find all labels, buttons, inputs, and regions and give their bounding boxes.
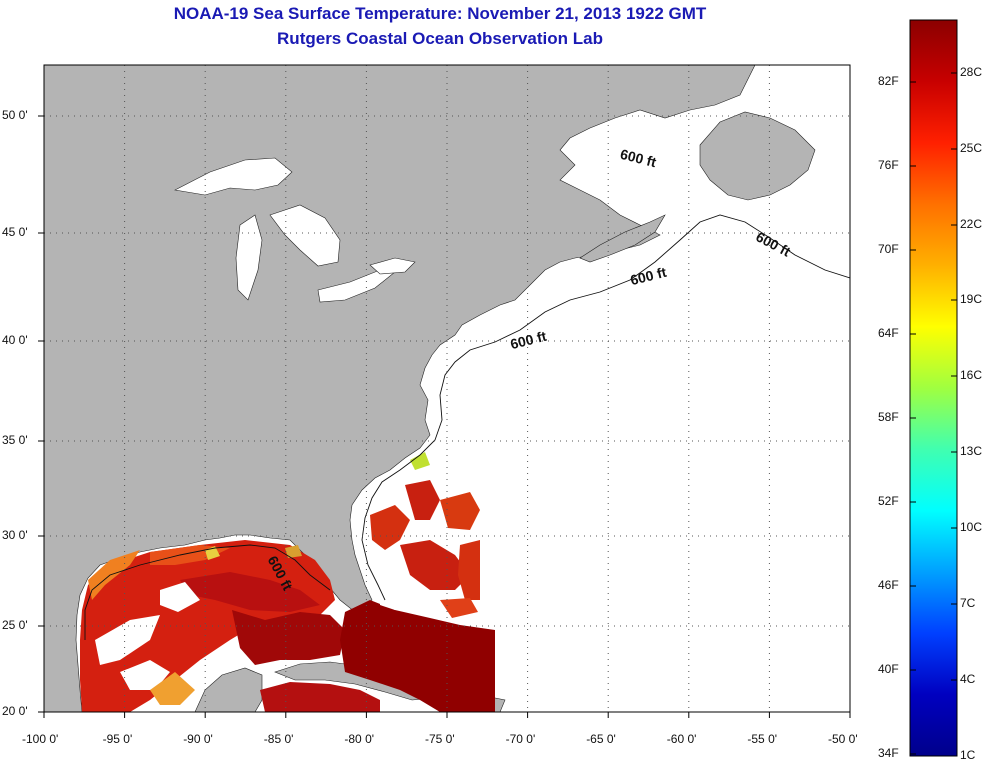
lat-tick-label: 35 0' xyxy=(2,433,28,447)
fahrenheit-label: 46F xyxy=(878,578,899,592)
lon-tick-label: -85 0' xyxy=(263,732,294,746)
celsius-label: 7C xyxy=(960,596,976,610)
celsius-label: 19C xyxy=(960,292,983,306)
lat-tick-label: 45 0' xyxy=(2,225,28,239)
lon-tick-label: -50 0' xyxy=(828,732,858,746)
lat-tick-label: 30 0' xyxy=(2,528,28,542)
sst-data-atlantic xyxy=(370,452,480,618)
lon-tick-label: -80 0' xyxy=(344,732,375,746)
sst-data-caribbean xyxy=(260,585,495,712)
lon-tick-label: -90 0' xyxy=(183,732,213,746)
bathymetry-600ft-contour xyxy=(361,214,850,601)
lat-tick-label: 20 0' xyxy=(2,704,28,718)
map-title: NOAA-19 Sea Surface Temperature: Novembe… xyxy=(173,4,707,23)
lon-tick-label: -70 0' xyxy=(505,732,536,746)
yucatan-land xyxy=(194,667,263,712)
celsius-label: 16C xyxy=(960,368,983,382)
newfoundland-land xyxy=(699,111,816,201)
graticule xyxy=(44,65,850,712)
lon-tick-label: -75 0' xyxy=(425,732,455,746)
lat-tick-label: 50 0' xyxy=(2,108,28,122)
nova-scotia-land xyxy=(579,214,666,263)
fahrenheit-label: 52F xyxy=(878,494,899,508)
sst-data-gulf xyxy=(80,540,345,712)
celsius-label: 4C xyxy=(960,672,976,686)
lon-tick-label: -95 0' xyxy=(102,732,133,746)
color-scale-bar xyxy=(909,19,958,757)
celsius-label: 22C xyxy=(960,217,983,231)
great-lakes xyxy=(174,157,416,303)
lon-tick-label: -100 0' xyxy=(22,732,59,746)
fahrenheit-label: 76F xyxy=(878,158,899,172)
lat-tick-label: 25 0' xyxy=(2,618,28,632)
axis-ticks xyxy=(38,115,851,718)
bathymetry-600ft-contour-gulf xyxy=(84,544,331,640)
fahrenheit-label: 40F xyxy=(878,662,899,676)
fahrenheit-label: 82F xyxy=(878,74,899,88)
map-subtitle: Rutgers Coastal Ocean Observation Lab xyxy=(277,29,603,48)
celsius-label: 28C xyxy=(960,65,983,79)
fahrenheit-label: 58F xyxy=(878,410,899,424)
north-america-land xyxy=(44,65,756,712)
color-scale-ticks xyxy=(910,72,957,757)
fahrenheit-label: 64F xyxy=(878,326,899,340)
fahrenheit-label: 70F xyxy=(878,242,899,256)
fahrenheit-label: 34F xyxy=(878,746,899,760)
celsius-label: 13C xyxy=(960,444,983,458)
lon-tick-label: -65 0' xyxy=(586,732,616,746)
celsius-label: 1C xyxy=(960,748,976,762)
lat-tick-label: 40 0' xyxy=(2,333,28,347)
celsius-label: 10C xyxy=(960,520,983,534)
celsius-label: 25C xyxy=(960,141,983,155)
lon-tick-label: -60 0' xyxy=(666,732,697,746)
lon-tick-label: -55 0' xyxy=(747,732,778,746)
